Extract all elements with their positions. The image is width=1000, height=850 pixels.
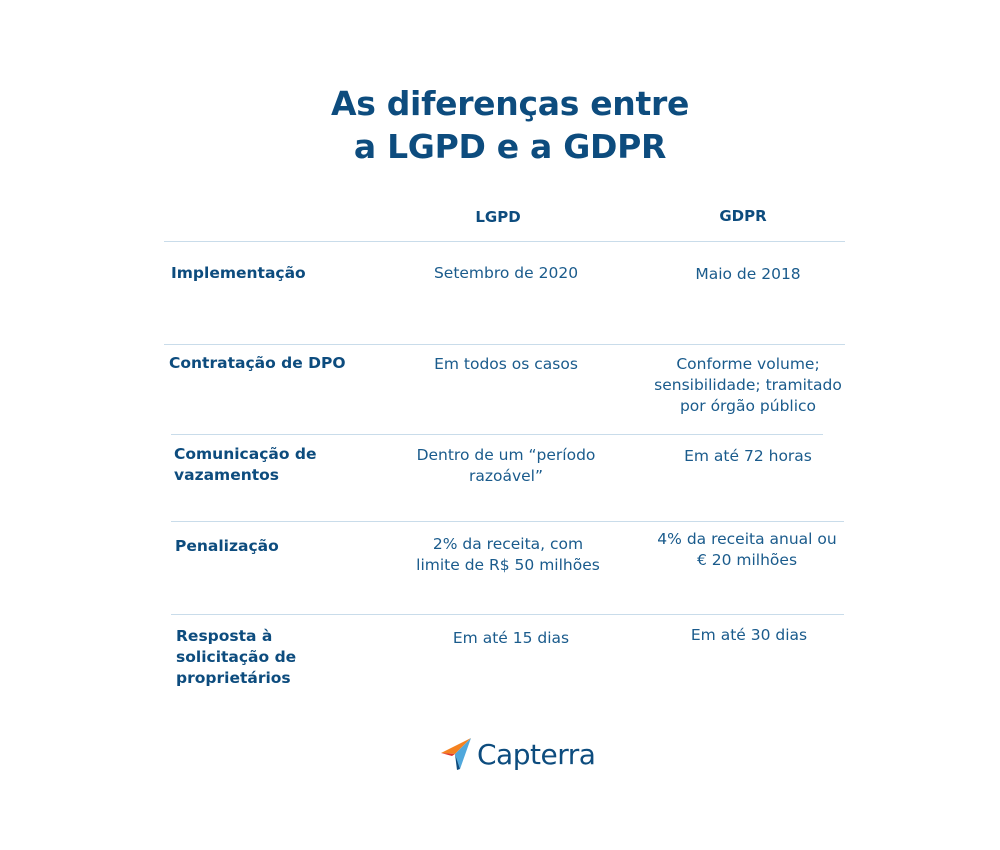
table-divider [171,521,844,522]
cell-lgpd-contratacao-dpo: Em todos os casos [434,355,578,373]
cell-gdpr-contratacao-dpo: Conforme volume; sensibilidade; tramitad… [654,355,842,415]
row-label-implementacao: Implementação [171,264,306,282]
cell-lgpd-implementacao: Setembro de 2020 [433,264,579,282]
title-line-2: a LGPD e a GDPR [353,127,667,166]
table-divider [171,614,844,615]
row-label-penalizacao: Penalização [175,537,279,555]
cell-gdpr-implementacao: Maio de 2018 [695,265,801,283]
cell-gdpr-comunicacao-vazamentos: Em até 72 horas [684,447,812,465]
page-title: As diferenças entre a LGPD e a GDPR [0,82,1000,168]
cell-gdpr-penalizacao: 4% da receita anual ou € 20 milhões [657,530,837,569]
row-label-contratacao-dpo: Contratação de DPO [169,354,346,372]
row-label-comunicacao-vazamentos: Comunicação de vazamentos [174,445,317,484]
table-divider [164,241,845,242]
title-line-1: As diferenças entre [330,84,690,123]
capterra-logo: Capterra [440,736,596,772]
cell-gdpr-resposta-solicitacao: Em até 30 dias [690,626,808,644]
column-header-gdpr: GDPR [719,207,767,225]
table-divider [171,434,823,435]
capterra-arrow-icon [441,738,471,770]
column-header-lgpd: LGPD [475,208,521,226]
cell-lgpd-resposta-solicitacao: Em até 15 dias [452,629,570,647]
row-label-resposta-solicitacao: Resposta à solicitação de proprietários [176,627,297,687]
table-divider [164,344,845,345]
logo-wordmark: Capterra [477,737,596,771]
cell-lgpd-comunicacao-vazamentos: Dentro de um “período razoável” [416,446,596,485]
cell-lgpd-penalizacao: 2% da receita, com limite de R$ 50 milhõ… [416,535,600,574]
